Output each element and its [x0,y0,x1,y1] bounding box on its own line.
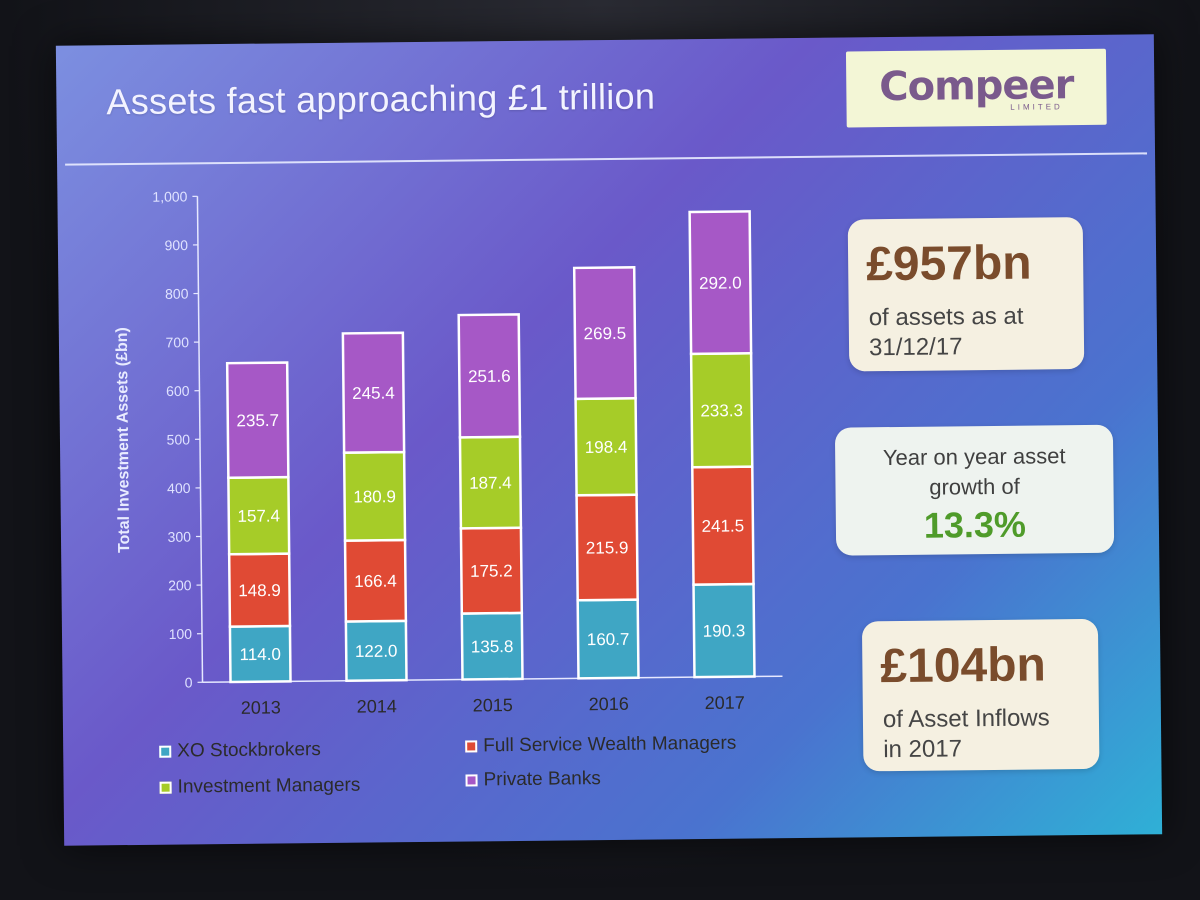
legend-swatch [159,745,172,758]
bar-segment [457,313,522,439]
title-divider [65,152,1148,166]
x-tick-label: 2015 [473,695,513,715]
data-label: 269.5 [584,324,627,343]
x-tick-label: 2016 [589,694,629,714]
data-label: 215.9 [586,538,629,557]
y-axis-title: Total Investment Assets (£bn) [114,327,133,553]
legend-item-investment-managers: Investment Managers [159,774,361,799]
y-tick-label: 900 [164,237,188,253]
total-assets-figure: £957bn [865,236,1032,292]
x-tick-label: 2013 [241,697,281,717]
bar-segment [225,361,290,479]
data-label: 122.0 [355,642,398,661]
company-logo: Compeer LIMITED [845,48,1107,128]
y-tick-label: 0 [185,674,193,690]
y-tick-label: 800 [165,286,189,302]
data-label: 135.8 [471,637,514,656]
asset-growth-caption: Year on year asset growth of [835,441,1114,504]
legend-item-full-service-wealth-managers: Full Service Wealth Managers [465,733,736,758]
bar-segment [688,210,753,356]
data-label: 245.4 [352,384,395,403]
asset-inflows-figure: £104bn [880,638,1047,694]
y-tick-label: 300 [168,529,192,545]
logo-subtitle: LIMITED [1010,101,1063,112]
legend-swatch [465,774,478,787]
legend-label: XO Stockbrokers [177,739,321,762]
data-label: 148.9 [238,581,281,600]
asset-inflows-callout: £104bn of Asset Inflows in 2017 [861,618,1100,772]
legend-swatch [159,781,172,794]
y-tick-label: 1,000 [152,188,187,204]
total-assets-caption-1: of assets as at [868,302,1024,332]
bar-segment [572,266,637,401]
y-tick-label: 500 [167,431,191,447]
data-label: 190.3 [703,621,746,640]
asset-growth-caption-2: growth of [929,473,1020,500]
legend-label: Private Banks [483,768,601,791]
y-tick-label: 400 [167,480,191,496]
y-tick-label: 200 [168,577,192,593]
legend-label: Investment Managers [177,774,361,798]
data-label: 292.0 [699,273,742,292]
slide-title: Assets fast approaching £1 trillion [106,75,656,123]
total-assets-caption-2: 31/12/17 [868,333,963,362]
data-label: 198.4 [585,438,628,457]
y-tick-label: 700 [166,334,190,350]
legend-swatch [465,740,478,753]
legend-label: Full Service Wealth Managers [483,732,737,757]
total-assets-callout: £957bn of assets as at 31/12/17 [847,217,1085,372]
x-tick-label: 2014 [357,696,397,716]
asset-inflows-caption-1: of Asset Inflows [882,704,1050,734]
data-label: 175.2 [470,561,513,580]
data-label: 233.3 [700,401,743,420]
data-label: 180.9 [353,487,396,506]
y-tick-label: 100 [169,626,193,642]
data-label: 241.5 [702,516,745,535]
x-tick-label: 2017 [705,693,745,713]
y-tick-label: 600 [166,383,190,399]
legend-item-xo-stockbrokers: XO Stockbrokers [159,739,321,763]
bar-segment [341,331,406,454]
asset-growth-callout: Year on year asset growth of 13.3% [834,424,1115,556]
asset-growth-caption-1: Year on year asset [882,443,1066,471]
presentation-slide: Assets fast approaching £1 trillion Comp… [55,34,1163,846]
stacked-bar-chart: 0 100 200 300 400 500 600 700 800 900 1,000 Total I… [114,188,783,718]
data-label: 187.4 [469,473,512,492]
asset-inflows-caption-2: in 2017 [883,735,963,764]
data-label: 166.4 [354,572,397,591]
data-label: 157.4 [237,506,280,525]
data-label: 114.0 [239,645,280,664]
data-label: 160.7 [587,630,630,649]
asset-growth-value: 13.3% [923,503,1027,546]
legend-item-private-banks: Private Banks [465,768,601,791]
data-label: 235.7 [236,411,279,430]
data-label: 251.6 [468,367,511,386]
